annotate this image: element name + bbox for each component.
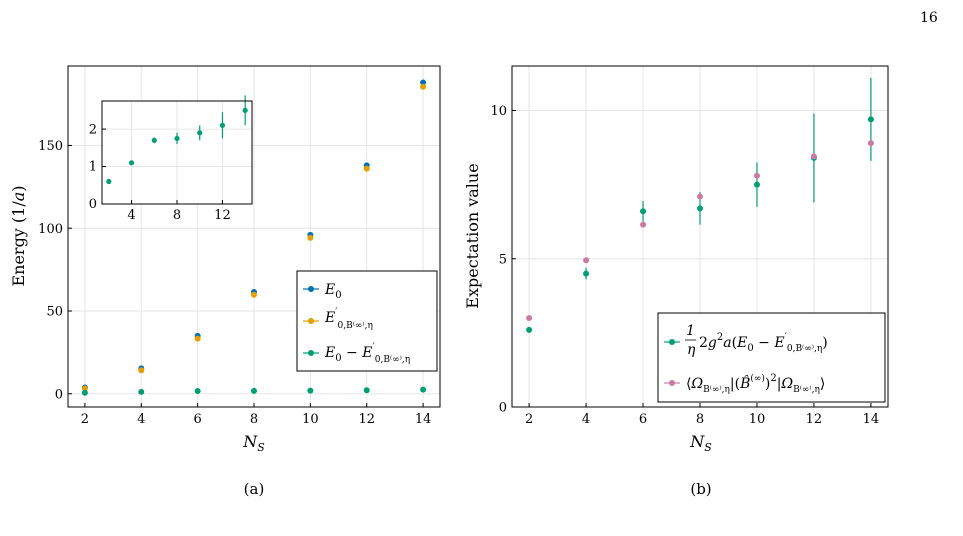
data-point — [640, 208, 647, 215]
caption-a: (a) — [244, 480, 265, 498]
data-point — [363, 387, 370, 394]
x-tick-label: 4 — [127, 208, 135, 223]
y-tick-label: 1 — [89, 160, 97, 175]
data-point — [526, 326, 533, 333]
y-tick-label: 150 — [38, 139, 63, 154]
ylabel-b: Expectation value — [463, 163, 482, 308]
x-tick-label: 10 — [302, 412, 319, 427]
x-tick-label: 2 — [81, 412, 89, 427]
x-tick-label: 6 — [639, 412, 647, 427]
y-tick-label: 0 — [499, 401, 507, 416]
x-tick-label: 6 — [193, 412, 201, 427]
data-point — [242, 107, 248, 113]
data-point — [307, 387, 314, 394]
x-tick-label: 4 — [137, 412, 145, 427]
data-point — [867, 116, 874, 123]
data-point — [138, 388, 145, 395]
x-tick-label: 14 — [863, 412, 880, 427]
y-tick-label: 100 — [38, 222, 63, 237]
svg-text:1: 1 — [686, 323, 695, 339]
data-point — [81, 385, 88, 392]
data-point — [420, 79, 427, 86]
x-tick-label: 2 — [525, 412, 533, 427]
data-point — [363, 165, 370, 172]
ylabel-a: Energy (1/a) — [9, 185, 28, 286]
data-point — [174, 135, 180, 142]
data-point — [420, 83, 427, 90]
x-tick-label: 12 — [214, 208, 231, 223]
data-point — [697, 205, 703, 212]
data-point — [640, 221, 647, 228]
data-point — [307, 234, 314, 241]
data-point — [753, 172, 760, 179]
x-tick-label: 4 — [582, 412, 590, 427]
x-tick-label: 12 — [806, 412, 823, 427]
data-point — [420, 386, 427, 393]
y-tick-label: 5 — [499, 252, 507, 267]
y-tick-label: 0 — [55, 387, 63, 402]
x-tick-label: 14 — [415, 412, 432, 427]
y-tick-label: 2 — [89, 122, 97, 137]
data-point — [138, 367, 145, 374]
legend-b: 1 η 2g2a(E0 − E′0,B⁽∞⁾,η) ⟨ΩB⁽∞⁾,η|(B̂(∞… — [657, 312, 886, 403]
xlabel-a: NS — [242, 432, 265, 454]
data-point — [810, 153, 817, 160]
data-point — [583, 257, 590, 264]
x-tick-label: 10 — [749, 412, 766, 427]
caption-b: (b) — [690, 480, 711, 498]
page-number: 16 — [920, 10, 938, 26]
svg-text:η: η — [687, 342, 696, 358]
data-point — [867, 140, 874, 147]
data-point — [194, 387, 201, 394]
data-point — [197, 130, 203, 136]
data-point — [151, 137, 157, 143]
x-tick-label: 12 — [358, 412, 375, 427]
data-point — [81, 389, 88, 396]
x-tick-label: 8 — [250, 412, 258, 427]
y-tick-label: 0 — [89, 197, 97, 212]
xlabel-b: NS — [689, 432, 712, 454]
x-tick-label: 8 — [173, 208, 181, 223]
data-point — [194, 335, 201, 342]
y-tick-label: 10 — [490, 104, 507, 119]
data-point — [128, 160, 135, 166]
legend-a: E0 E′0,B⁽∞⁾,η E0 − E′0,B⁽∞⁾,η — [296, 270, 438, 372]
data-point — [251, 291, 257, 298]
data-point — [753, 181, 760, 188]
data-point — [583, 270, 590, 277]
x-tick-label: 8 — [696, 412, 704, 427]
y-tick-label: 50 — [46, 305, 63, 320]
data-point — [697, 193, 703, 200]
data-point — [106, 178, 112, 185]
data-point — [219, 122, 226, 128]
data-point — [251, 387, 257, 394]
data-point — [526, 315, 533, 322]
